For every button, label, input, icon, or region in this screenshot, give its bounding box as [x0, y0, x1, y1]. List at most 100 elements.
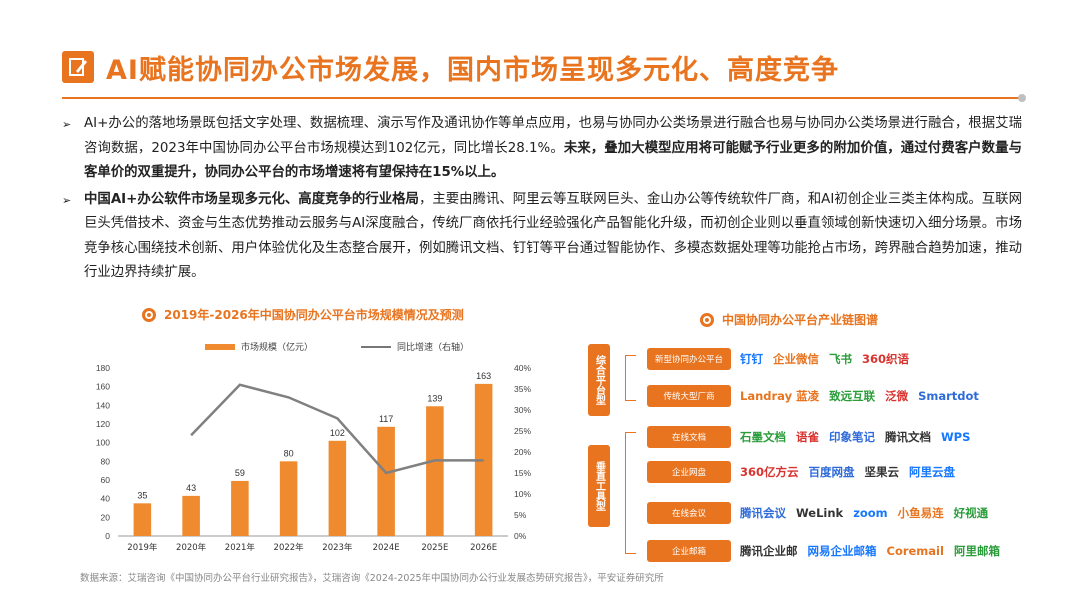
- brand-logo: 泛微: [885, 389, 909, 403]
- x-tick-label: 2024E: [373, 543, 400, 553]
- y-left-tick-label: 100: [96, 438, 110, 448]
- chain-category: 企业网盘: [647, 461, 731, 483]
- bullet-text: AI+办公的落地场景既包括文字处理、数据梳理、演示写作及通讯协作等单点应用，也易…: [84, 112, 1022, 186]
- chain-row: 腾讯会议 WeLink zoom 小鱼易连 好视通: [740, 500, 988, 526]
- chain-category: 企业邮箱: [647, 540, 731, 562]
- bar-value-label: 139: [427, 393, 442, 403]
- y-right-tick-label: 30%: [514, 405, 531, 415]
- brand-logo: 阿里云盘: [909, 465, 956, 479]
- source-note: 数据来源：艾瑞咨询《中国协同办公平台行业研究报告》，艾瑞咨询《2024-2025…: [80, 573, 664, 584]
- legend-bar-label: 市场规模（亿元）: [241, 343, 314, 353]
- y-left-tick-label: 60: [101, 475, 111, 485]
- page-title: AI赋能协同办公市场发展，国内市场呈现多元化、高度竞争: [106, 54, 839, 86]
- bullet-2-text: ，主要由腾讯、阿里云等互联网巨头、金山办公等传统软件厂商，和AI初创企业三类主体…: [84, 191, 1022, 281]
- bullet-1-text: AI+办公的落地场景既包括文字处理、数据梳理、演示写作及通讯协作等单点应用，也易…: [84, 116, 1022, 156]
- bar-value-label: 117: [379, 414, 393, 424]
- brand-logo: 腾讯文档: [885, 430, 931, 444]
- y-left-tick-label: 120: [96, 419, 110, 429]
- edit-icon: [62, 51, 94, 83]
- legend-line-label: 同比增速（右轴）: [397, 343, 470, 353]
- y-left-tick-label: 0: [105, 531, 110, 541]
- chain-row: 腾讯企业邮 网易企业邮箱 Coremail 阿里邮箱: [740, 538, 1000, 564]
- chart-title-text: 2019年-2026年中国协同办公平台市场规模情况及预测: [164, 308, 464, 322]
- arrow-icon: ➢: [62, 118, 72, 131]
- title-divider: [62, 97, 1022, 99]
- brand-logo: 腾讯企业邮: [740, 544, 798, 558]
- chain-category: 新型协同办公平台: [647, 348, 731, 370]
- x-tick-label: 2025E: [421, 543, 448, 553]
- chain-row: 钉钉 企业微信 飞书 360织语: [740, 346, 909, 372]
- ring-icon: [700, 312, 714, 327]
- chain-row: 石墨文档 语雀 印象笔记 腾讯文档 WPS: [740, 424, 970, 450]
- brand-logo: 网易企业邮箱: [807, 544, 877, 558]
- y-left-tick-label: 140: [96, 400, 110, 410]
- brand-logo: 腾讯会议: [740, 506, 786, 520]
- chart-title: 2019年-2026年中国协同办公平台市场规模情况及预测: [142, 306, 464, 323]
- bullet-list: ➢ AI+办公的落地场景既包括文字处理、数据梳理、演示写作及通讯协作等单点应用，…: [62, 112, 1022, 288]
- y-left-tick-label: 20: [101, 512, 111, 522]
- bullet-text: 中国AI+办公软件市场呈现多元化、高度竞争的行业格局，主要由腾讯、阿里云等互联网…: [84, 188, 1022, 286]
- bar-value-label: 35: [137, 490, 147, 500]
- x-tick-label: 2020年: [176, 542, 207, 553]
- chain-title: 中国协同办公平台产业链图谱: [700, 311, 878, 328]
- brand-logo: 360织语: [862, 352, 910, 366]
- y-right-tick-label: 0%: [514, 531, 527, 541]
- title-bar: AI赋能协同办公市场发展，国内市场呈现多元化、高度竞争: [62, 42, 839, 92]
- bar: [133, 503, 152, 536]
- bullet-1: ➢ AI+办公的落地场景既包括文字处理、数据梳理、演示写作及通讯协作等单点应用，…: [62, 112, 1022, 186]
- brand-logo: Smartdot: [918, 389, 979, 403]
- x-tick-label: 2022年: [274, 542, 305, 553]
- bar-line-chart: 0 20 40 60 80 100 120 140 160 180 0% 5% 10% 15% 20% 25%…: [96, 363, 532, 553]
- bar-value-label: 163: [476, 371, 491, 381]
- y-left-tick-label: 160: [96, 382, 110, 392]
- bar: [231, 480, 249, 536]
- brand-logo: 好视通: [953, 506, 989, 520]
- brand-logo: WeLink: [796, 506, 844, 520]
- bar-value-label: 102: [330, 428, 345, 438]
- x-tick-label: 2019年: [127, 542, 158, 553]
- brand-logo: 坚果云: [864, 465, 900, 479]
- x-tick-label: 2023年: [322, 542, 353, 553]
- bullet-2-bold: 中国AI+办公软件市场呈现多元化、高度竞争的行业格局: [84, 191, 419, 207]
- bullet-2: ➢ 中国AI+办公软件市场呈现多元化、高度竞争的行业格局，主要由腾讯、阿里云等互…: [62, 188, 1022, 286]
- brand-logo: 360亿方云: [740, 465, 799, 479]
- brand-logo: zoom: [853, 506, 888, 520]
- y-right-tick-label: 10%: [514, 489, 531, 499]
- brand-logo: 小鱼易连: [897, 506, 944, 520]
- bar-value-label: 59: [235, 468, 245, 478]
- chain-category: 在线文档: [647, 426, 731, 448]
- brand-logo: 印象笔记: [829, 430, 875, 444]
- divider-dot: [1018, 94, 1026, 102]
- brand-logo: WPS: [941, 430, 971, 444]
- brand-logo: 钉钉: [740, 352, 763, 366]
- chain-title-text: 中国协同办公平台产业链图谱: [722, 313, 879, 327]
- y-left-tick-label: 80: [101, 456, 111, 466]
- x-tick-label: 2021年: [225, 542, 256, 553]
- legend-line-swatch: [361, 345, 392, 348]
- y-left-tick-label: 180: [96, 363, 110, 373]
- bar-value-label: 80: [284, 448, 294, 458]
- group-vertical: 垂直工具型: [588, 445, 610, 527]
- chain-row: 360亿方云 百度网盘 坚果云 阿里云盘: [740, 459, 955, 485]
- brand-logo: 语雀: [796, 430, 819, 444]
- chain-row: Landray 蓝凌 致远互联 泛微 Smartdot: [740, 383, 979, 409]
- brand-logo: 飞书: [829, 352, 852, 366]
- brand-logo: 致远互联: [829, 389, 876, 403]
- y-right-tick-label: 15%: [514, 468, 531, 478]
- chain-category: 在线会议: [647, 502, 731, 524]
- y-right-tick-label: 25%: [514, 426, 531, 436]
- brand-logo: Landray 蓝凌: [740, 389, 820, 403]
- bar: [328, 440, 347, 536]
- ring-icon: [142, 307, 156, 322]
- brand-logo: 阿里邮箱: [953, 544, 1000, 558]
- legend-bar-swatch: [205, 343, 235, 350]
- bar: [377, 426, 395, 536]
- brand-logo: 石墨文档: [740, 430, 786, 444]
- bullet-1-bold: 未来，叠加大模型应用将可能赋予行业更多的附加价值，通过付费客户数量与客单价的双重…: [84, 140, 1022, 181]
- x-tick-label: 2026E: [470, 543, 497, 553]
- chart-legend: 市场规模（亿元） 同比增速（右轴）: [205, 340, 469, 353]
- bar: [279, 461, 298, 536]
- bar-value-label: 43: [186, 483, 196, 493]
- y-right-tick-label: 35%: [514, 384, 531, 394]
- bar: [426, 406, 444, 536]
